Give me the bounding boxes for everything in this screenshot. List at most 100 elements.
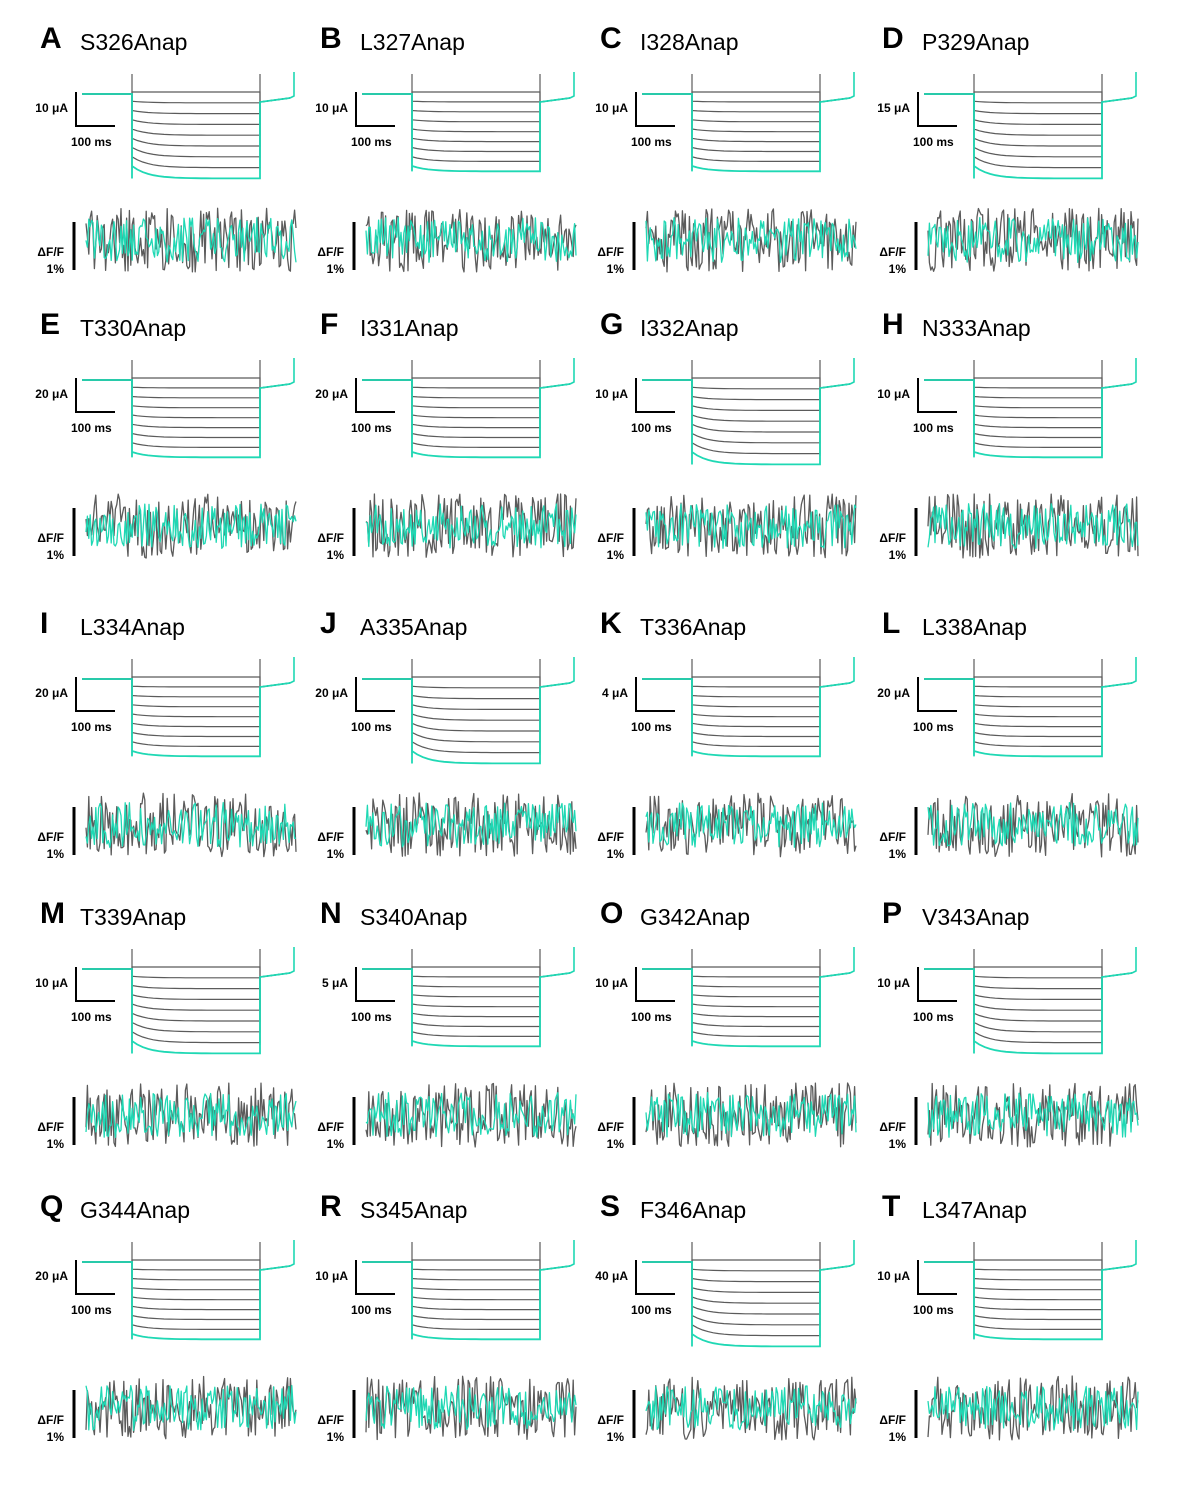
current-sweep (362, 968, 571, 1008)
current-scale-label: 15 μA (877, 101, 910, 115)
fluorescence-label: ΔF/F (317, 1120, 344, 1134)
fluorescence-scale-label: 1% (607, 1137, 625, 1151)
fluorescence-scale-label: 1% (327, 1430, 345, 1444)
current-sweeps (82, 947, 295, 1055)
current-sweep (362, 91, 571, 103)
time-scale-label: 100 ms (351, 1010, 392, 1024)
panel-q-plot: 20 μA 100 ms ΔF/F 1% (35, 1240, 297, 1444)
current-sweep (362, 93, 571, 103)
fluorescence-trace (85, 1375, 297, 1440)
time-scale-label: 100 ms (71, 1010, 112, 1024)
panel-p-plot: 10 μA 100 ms ΔF/F 1% (877, 947, 1139, 1151)
fluorescence-trace (365, 792, 577, 857)
fluorescence-trace (927, 1375, 1139, 1441)
fluorescence-scale-label: 1% (889, 1137, 907, 1151)
current-scale-label: 20 μA (35, 387, 68, 401)
fluorescence-label: ΔF/F (879, 245, 906, 259)
current-scale-label: 10 μA (315, 1269, 348, 1283)
fluorescence-label: ΔF/F (317, 830, 344, 844)
fluorescence-trace-highlight (927, 1092, 1139, 1138)
current-sweep (924, 968, 1133, 1044)
current-sweep (362, 968, 571, 988)
current-sweep (924, 678, 1133, 747)
fluorescence-trace-highlight (927, 503, 1139, 549)
current-sweep (924, 379, 1133, 448)
current-sweep (924, 1261, 1133, 1291)
current-sweep-highlight (362, 678, 571, 765)
current-sweep (924, 379, 1133, 409)
current-sweep (924, 91, 1133, 103)
fluorescence-traces (927, 207, 1139, 272)
panel-title: L338Anap (922, 614, 1027, 640)
current-sweep (642, 1261, 851, 1272)
fluorescence-label: ΔF/F (37, 245, 64, 259)
current-sweep (82, 968, 291, 1022)
fluorescence-trace (927, 207, 1139, 272)
panel-s: S F346Anap 40 μA 100 ms ΔF/F 1% (595, 1190, 890, 1485)
fluorescence-trace-highlight (365, 802, 577, 848)
current-sweep (362, 678, 571, 732)
fluorescence-trace-highlight (645, 1385, 857, 1431)
current-sweep (362, 377, 571, 389)
current-sweep (82, 678, 291, 708)
current-sweep (924, 1261, 1133, 1301)
current-sweep (82, 93, 291, 169)
current-sweep (362, 676, 571, 688)
time-scale-label: 100 ms (71, 1303, 112, 1317)
panel-s-plot: 40 μA 100 ms ΔF/F 1% (595, 1240, 857, 1444)
fluorescence-traces (645, 208, 857, 273)
current-sweeps (924, 358, 1137, 459)
panel-title: S340Anap (360, 904, 468, 930)
current-sweeps (642, 947, 855, 1048)
fluorescence-scale-label: 1% (889, 262, 907, 276)
current-sweep (362, 968, 571, 978)
current-sweep (924, 966, 1133, 978)
fluorescence-scale-label: 1% (47, 262, 65, 276)
current-sweep (82, 1261, 291, 1330)
fluorescence-trace (645, 1082, 857, 1148)
tail-current (1131, 657, 1137, 684)
current-sweep (82, 968, 291, 1033)
fluorescence-scale-label: 1% (889, 1430, 907, 1444)
time-scale-label: 100 ms (71, 421, 112, 435)
current-scale-label: 10 μA (595, 976, 628, 990)
current-sweep (362, 93, 571, 123)
fluorescence-trace (365, 493, 577, 558)
panel-letter: S (600, 1190, 621, 1223)
current-scale-label: 20 μA (35, 686, 68, 700)
current-sweep (82, 379, 291, 409)
fluorescence-trace (365, 209, 577, 273)
current-scale-label: 10 μA (877, 976, 910, 990)
fluorescence-scale-label: 1% (327, 1137, 345, 1151)
current-sweep (924, 93, 1133, 169)
fluorescence-label: ΔF/F (37, 1120, 64, 1134)
fluorescence-label: ΔF/F (879, 1120, 906, 1134)
fluorescence-traces (365, 493, 577, 558)
current-sweep (924, 1261, 1133, 1321)
current-sweep (82, 379, 291, 439)
current-sweep (82, 379, 291, 448)
current-sweep (642, 678, 851, 698)
fluorescence-label: ΔF/F (597, 830, 624, 844)
current-sweep (642, 968, 851, 1037)
panel-title: T336Anap (640, 614, 747, 640)
current-sweep (924, 93, 1133, 136)
current-sweep (642, 1261, 851, 1304)
tail-current (569, 358, 575, 385)
time-scale-label: 100 ms (631, 720, 672, 734)
current-sweep (362, 379, 571, 419)
current-sweep (362, 1261, 571, 1301)
panel-m: M T339Anap 10 μA 100 ms ΔF/F 1% (35, 897, 330, 1192)
fluorescence-trace-highlight (927, 217, 1139, 264)
panel-h: H N333Anap 10 μA 100 ms ΔF/F 1% (877, 308, 1172, 603)
current-sweeps (642, 1240, 855, 1348)
fluorescence-label: ΔF/F (37, 531, 64, 545)
fluorescence-traces (85, 1375, 297, 1440)
current-sweep (82, 1261, 291, 1281)
current-sweep (362, 968, 571, 1037)
current-sweep (362, 1261, 571, 1291)
current-scale-label: 20 μA (315, 686, 348, 700)
time-scale-label: 100 ms (351, 421, 392, 435)
current-sweep (362, 93, 571, 143)
